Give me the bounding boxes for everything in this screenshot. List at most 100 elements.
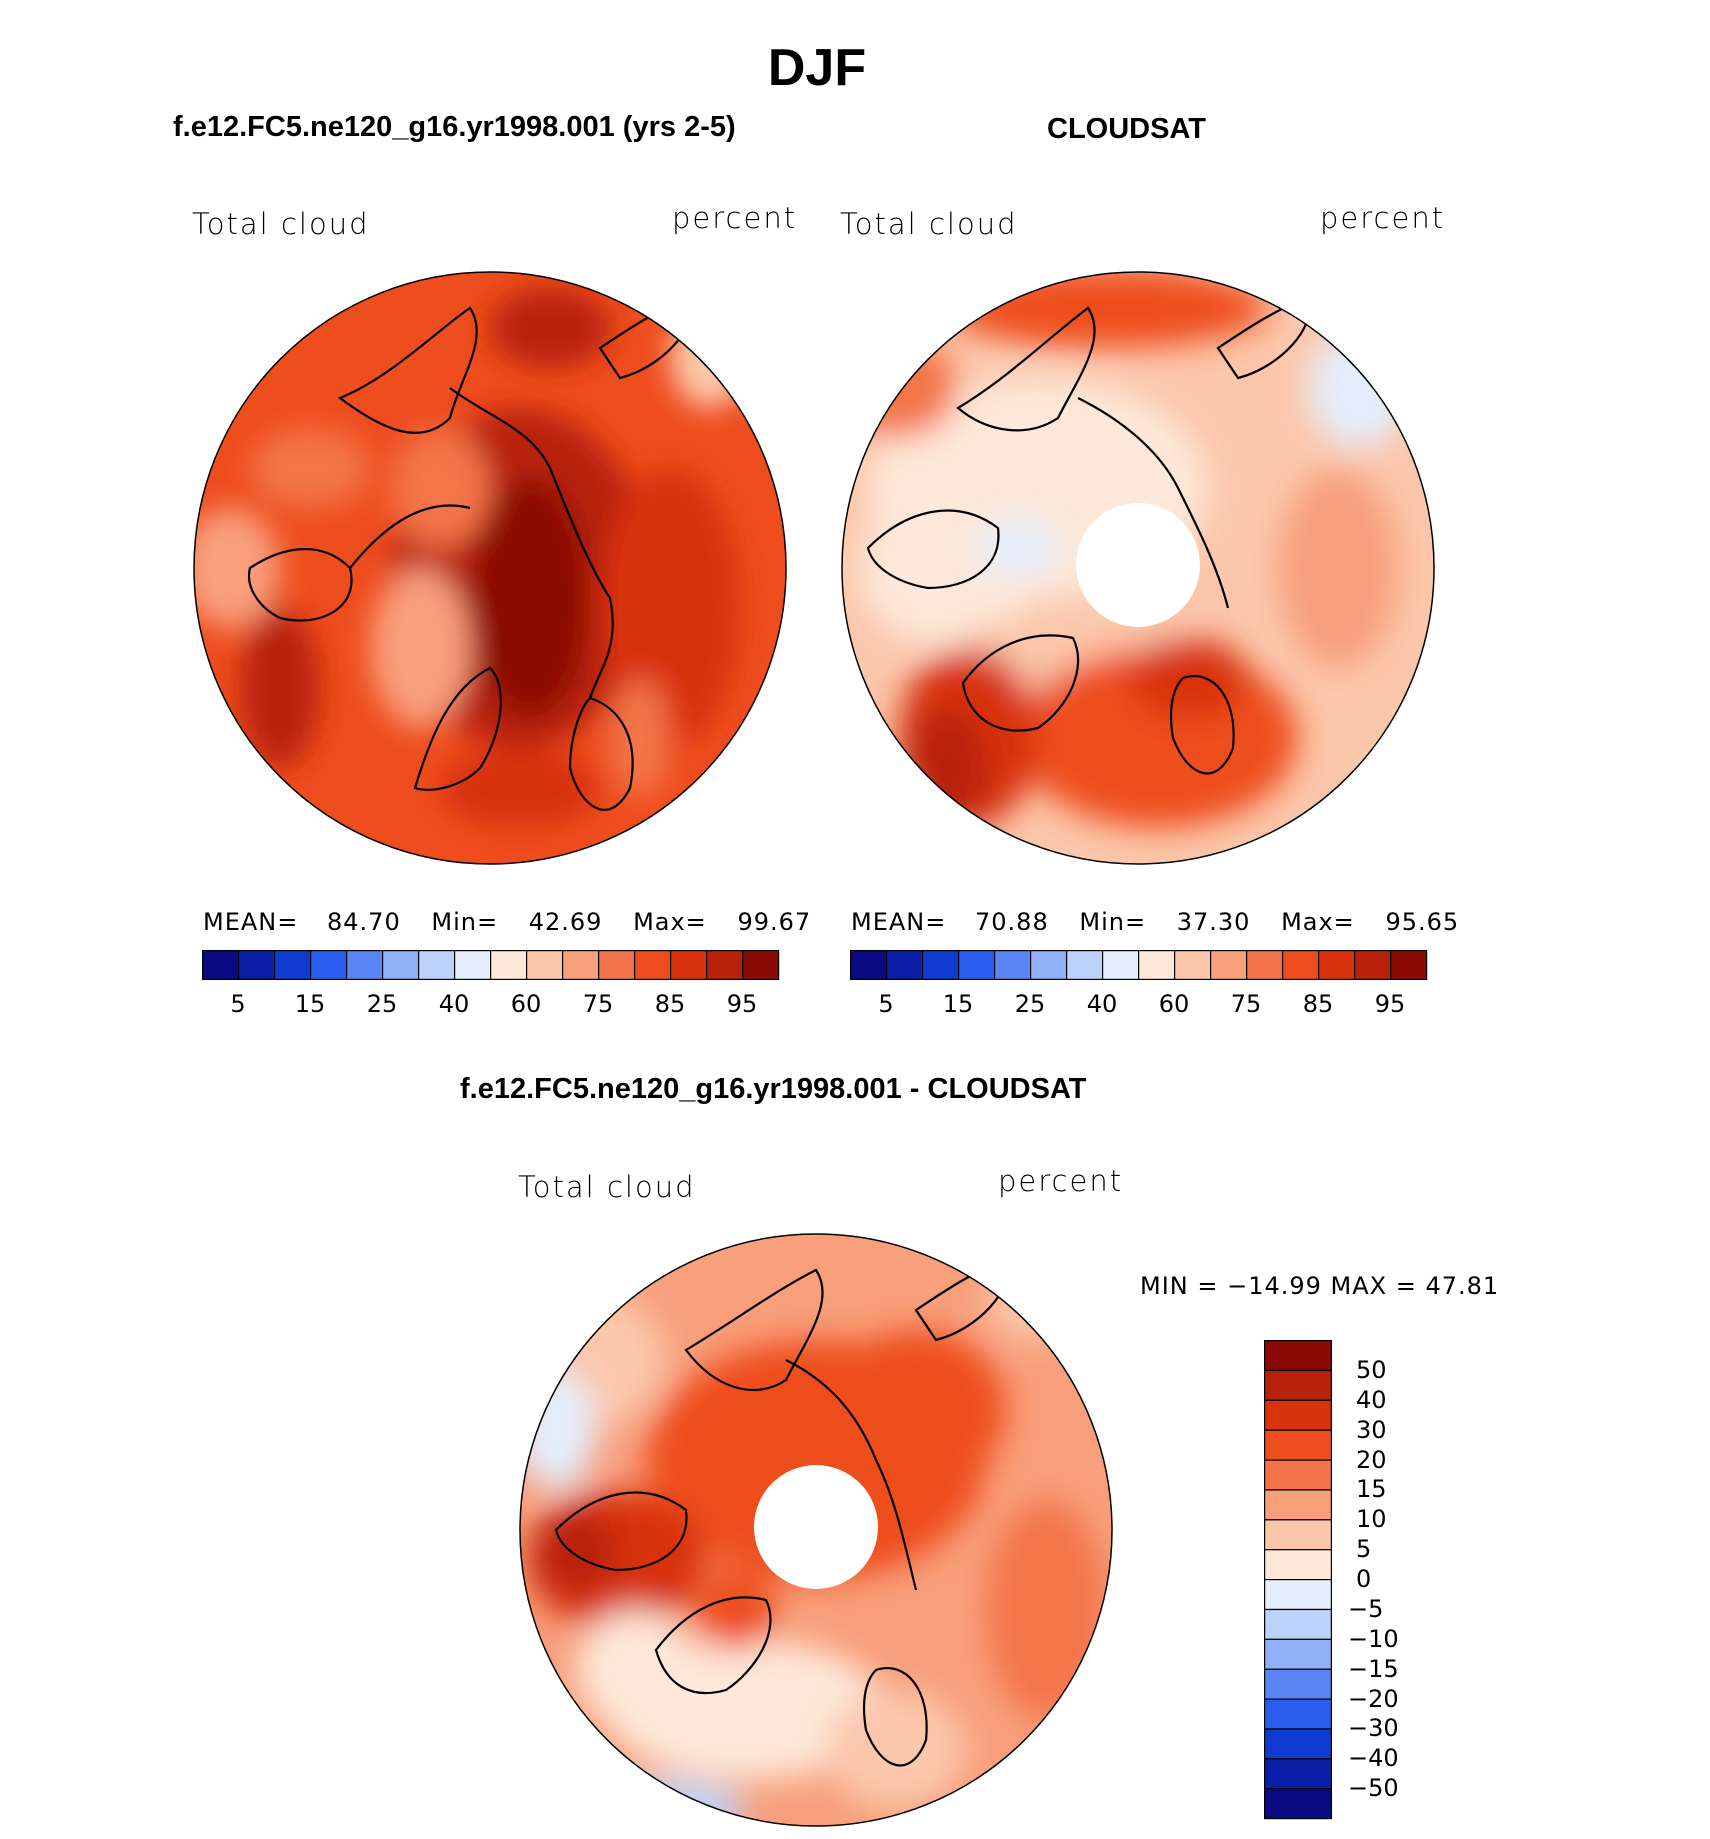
colorbar-tick-label: −20: [1348, 1684, 1399, 1713]
colorbar-swatch: [1264, 1668, 1332, 1700]
panel-2-polar-map: [841, 271, 1435, 865]
colorbar-swatch: [1264, 1429, 1332, 1461]
panel-1-min-label: Min=: [431, 908, 499, 936]
colorbar-tick-label: 60: [510, 990, 542, 1018]
panel-2-variable-label: Total cloud: [840, 207, 1018, 241]
figure-title: DJF: [767, 39, 867, 97]
colorbar-swatch: [1264, 1549, 1332, 1581]
colorbar-swatch: [1264, 1638, 1332, 1670]
colorbar-swatch: [1264, 1698, 1332, 1730]
colorbar-swatch: [562, 950, 600, 980]
colorbar-tick-label: −10: [1348, 1624, 1399, 1653]
colorbar-swatch: [1102, 950, 1140, 980]
colorbar-tick-label: 75: [582, 990, 614, 1018]
colorbar-swatch: [1264, 1489, 1332, 1521]
colorbar-swatch: [1138, 950, 1176, 980]
colorbar-swatch: [850, 950, 888, 980]
panel-2-min-value: 37.30: [1176, 908, 1251, 936]
panel-1-title: f.e12.FC5.ne120_g16.yr1998.001 (yrs 2-5): [173, 111, 736, 143]
colorbar-tick-label: −15: [1348, 1654, 1399, 1683]
colorbar-swatch: [634, 950, 672, 980]
colorbar-tick-label: 20: [1356, 1445, 1387, 1474]
colorbar-swatch: [309, 950, 348, 980]
panel-1-polar-map: [193, 271, 787, 865]
panel-3-units-label: percent: [998, 1164, 1124, 1198]
colorbar-swatch: [490, 950, 528, 980]
colorbar-swatch: [1174, 950, 1212, 980]
panel-1-units-label: percent: [672, 201, 798, 235]
panel-1-stats: MEAN= 84.70 Min= 42.69 Max= 99.67: [203, 908, 811, 936]
panel-2-max-value: 95.65: [1385, 908, 1460, 936]
colorbar-swatch: [1264, 1519, 1332, 1551]
colorbar-tick-label: 5: [230, 990, 246, 1018]
panel-2-colorbar: [850, 950, 1428, 980]
panel-3-variable-label: Total cloud: [518, 1170, 696, 1204]
colorbar-swatch: [1354, 950, 1392, 980]
colorbar-tick-label: 60: [1158, 990, 1190, 1018]
colorbar-swatch: [1389, 950, 1428, 980]
colorbar-swatch: [670, 950, 708, 980]
colorbar-tick-label: 30: [1356, 1415, 1387, 1444]
colorbar-swatch: [1210, 950, 1248, 980]
colorbar-swatch: [1264, 1608, 1332, 1640]
colorbar-tick-label: 95: [726, 990, 758, 1018]
colorbar-swatch: [706, 950, 744, 980]
colorbar-swatch: [346, 950, 384, 980]
colorbar-swatch: [1264, 1340, 1332, 1372]
colorbar-swatch: [273, 950, 312, 980]
panel-1-mean-label: MEAN=: [203, 908, 299, 936]
colorbar-tick-label: 50: [1356, 1355, 1387, 1384]
colorbar-swatch: [1264, 1728, 1332, 1760]
colorbar-tick-label: 15: [1356, 1475, 1387, 1504]
colorbar-tick-label: 15: [942, 990, 974, 1018]
panel-2-mean-value: 70.88: [975, 908, 1049, 936]
panel-3-polar-map: [519, 1233, 1113, 1827]
colorbar-swatch: [1264, 1579, 1332, 1611]
colorbar-swatch: [1264, 1758, 1332, 1790]
colorbar-swatch: [526, 950, 564, 980]
colorbar-tick-label: 40: [438, 990, 470, 1018]
colorbar-swatch: [921, 950, 960, 980]
colorbar-tick-label: 10: [1356, 1505, 1387, 1534]
colorbar-swatch: [957, 950, 996, 980]
colorbar-tick-label: 0: [1356, 1565, 1372, 1593]
colorbar-swatch: [1264, 1399, 1332, 1431]
panel-2-min-label: Min=: [1079, 908, 1147, 936]
colorbar-tick-label: −40: [1348, 1744, 1399, 1773]
colorbar-swatch: [1246, 950, 1284, 980]
colorbar-swatch: [1066, 950, 1104, 980]
panel-2-colorbar-ticks: 5 15 25 40 60 75 85 95: [850, 990, 1428, 1020]
colorbar-tick-label: 25: [1014, 990, 1046, 1018]
panel-1-colorbar: [202, 950, 780, 980]
panel-2-stats: MEAN= 70.88 Min= 37.30 Max= 95.65: [851, 908, 1459, 936]
colorbar-tick-label: 15: [294, 990, 326, 1018]
colorbar-swatch: [418, 950, 456, 980]
colorbar-tick-label: −50: [1348, 1774, 1399, 1803]
colorbar-tick-label: −5: [1348, 1594, 1384, 1623]
panel-3-title: f.e12.FC5.ne120_g16.yr1998.001 - CLOUDSA…: [460, 1073, 1087, 1105]
colorbar-swatch: [202, 950, 240, 980]
panel-1-colorbar-ticks: 5 15 25 40 60 75 85 95: [202, 990, 780, 1020]
panel-3-minmax: MIN = −14.99 MAX = 47.81: [1140, 1272, 1500, 1300]
colorbar-tick-label: 25: [366, 990, 398, 1018]
colorbar-swatch: [382, 950, 420, 980]
panel-1-max-label: Max=: [633, 908, 707, 936]
colorbar-swatch: [598, 950, 636, 980]
colorbar-tick-label: 5: [878, 990, 894, 1018]
panel-2-units-label: percent: [1320, 201, 1446, 235]
colorbar-tick-label: 75: [1230, 990, 1262, 1018]
colorbar-tick-label: 85: [654, 990, 686, 1018]
panel-2-mean-label: MEAN=: [851, 908, 947, 936]
colorbar-tick-label: 5: [1356, 1535, 1372, 1564]
panel-1-mean-value: 84.70: [327, 908, 401, 936]
panel-2-max-label: Max=: [1281, 908, 1355, 936]
colorbar-swatch: [1264, 1459, 1332, 1491]
colorbar-swatch: [1264, 1369, 1332, 1401]
panel-3-colorbar-ticks: 50 40 30 20 15 10 5 0 −5 −10 −15 −20 −30 −40 −50: [1348, 1340, 1470, 1820]
colorbar-swatch: [741, 950, 780, 980]
panel-1-max-value: 99.67: [737, 908, 812, 936]
colorbar-swatch: [1030, 950, 1068, 980]
colorbar-swatch: [454, 950, 492, 980]
panel-2-title: CLOUDSAT: [1047, 113, 1206, 145]
panel-3-colorbar: [1264, 1340, 1332, 1820]
